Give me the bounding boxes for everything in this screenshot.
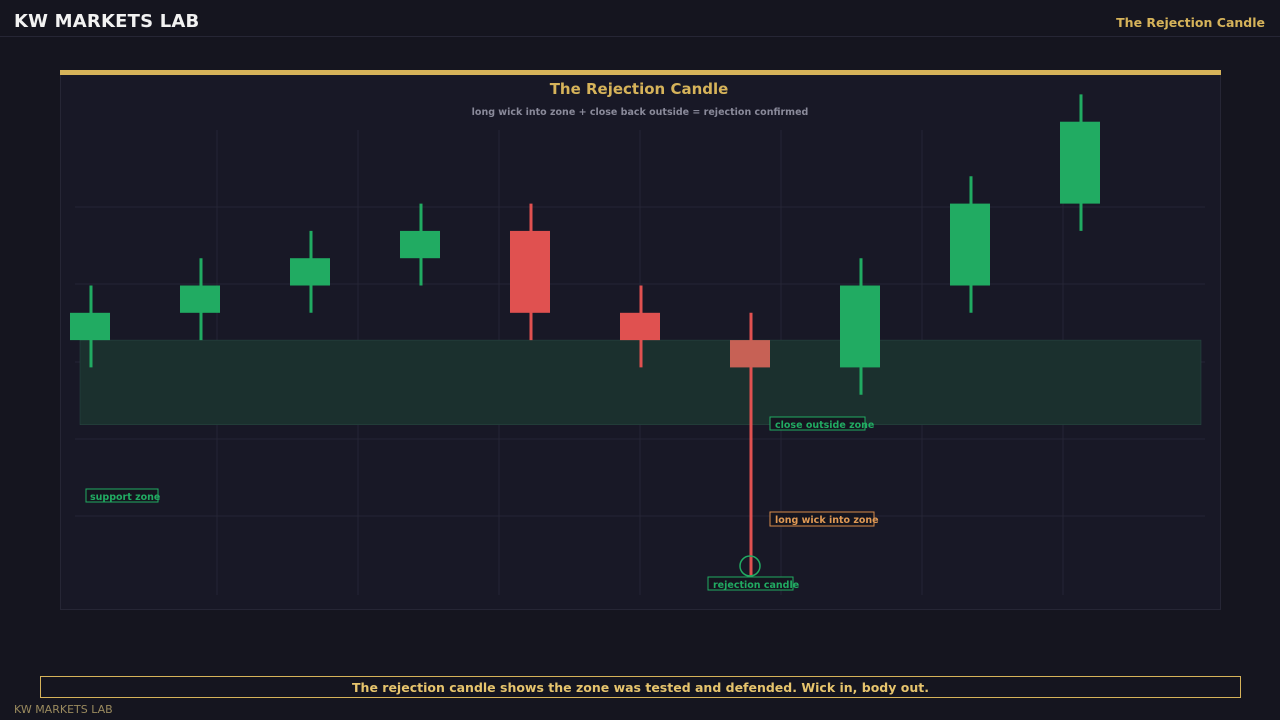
candles-group — [70, 94, 1100, 586]
rejection-label: rejection candle — [713, 580, 799, 591]
bearish-candle-body — [510, 230, 550, 313]
bullish-candle-body — [1060, 121, 1100, 204]
bullish-candle-body — [290, 258, 330, 286]
footer-brand: KW MARKETS LAB — [14, 703, 113, 716]
footer-message: The rejection candle shows the zone was … — [352, 679, 929, 695]
rejection-marker-circle — [739, 555, 761, 577]
top-bar: KW MARKETS LAB The Rejection Candle — [0, 0, 1280, 37]
chart-title: The Rejection Candle — [550, 80, 729, 98]
bullish-candle-body — [400, 230, 440, 259]
support-zone-label-box — [85, 488, 159, 503]
close-outside-label: close outside zone — [775, 420, 874, 431]
close-outside-label-box — [769, 416, 866, 431]
bearish-candle-body — [620, 312, 660, 341]
bullish-candle-body — [840, 285, 880, 368]
chart-subtitle: long wick into zone + close back outside… — [472, 107, 809, 118]
long-wick-label: long wick into zone — [775, 515, 879, 526]
rejection-label-box — [707, 576, 794, 591]
rejection-candle-body — [730, 340, 770, 368]
footer-message-box: The rejection candle shows the zone was … — [40, 676, 1241, 698]
page-title-link[interactable]: The Rejection Candle — [1116, 15, 1265, 30]
support-zone-label: support zone — [90, 492, 160, 503]
bullish-candle-body — [180, 285, 220, 313]
bullish-candle-body — [950, 203, 990, 286]
brand-logo-text: KW MARKETS LAB — [14, 11, 200, 32]
long-wick-label-box — [769, 511, 875, 527]
panel-accent-bar — [60, 70, 1221, 75]
bullish-candle-body — [70, 312, 110, 341]
